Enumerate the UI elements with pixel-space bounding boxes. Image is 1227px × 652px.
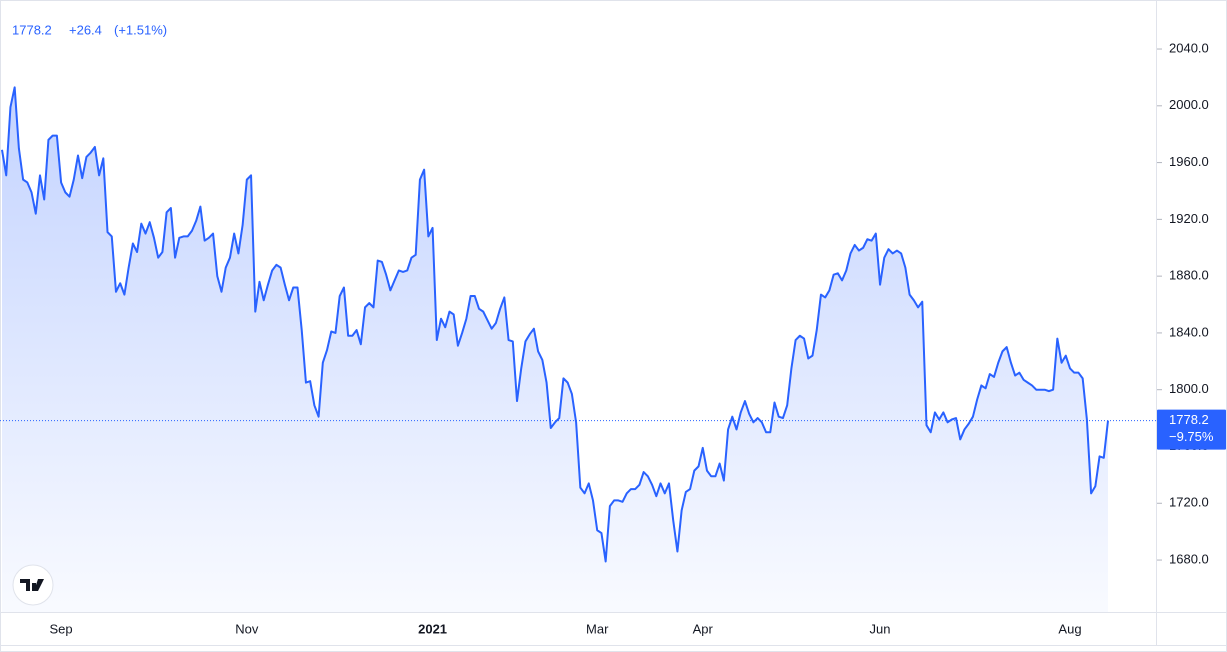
y-tick-label: 1720.0 <box>1169 495 1209 510</box>
legend-change-pct: (+1.51%) <box>114 22 167 37</box>
logo <box>12 564 54 606</box>
x-tick-label: Nov <box>235 621 259 636</box>
x-tick-label: Aug <box>1058 621 1081 636</box>
price-line <box>1 86 1109 563</box>
y-tick-label: 2040.0 <box>1169 40 1209 55</box>
legend-price: 1778.2 <box>12 22 52 37</box>
y-tick-label: 1920.0 <box>1169 211 1209 226</box>
last-price-label: 1778.2 <box>1169 412 1209 427</box>
y-tick-label: 1800.0 <box>1169 381 1209 396</box>
x-tick-label: 2021 <box>418 621 447 636</box>
y-tick-label: 1880.0 <box>1169 268 1209 283</box>
area-fill <box>2 87 1108 613</box>
y-tick-label: 1680.0 <box>1169 551 1209 566</box>
x-tick-label: Apr <box>693 621 714 636</box>
last-price-box <box>1157 409 1226 450</box>
x-tick-label: Mar <box>586 621 609 636</box>
legend-change: +26.4 <box>69 22 102 37</box>
y-tick-label: 2000.0 <box>1169 97 1209 112</box>
y-tick-label: 1960.0 <box>1169 154 1209 169</box>
x-tick-label: Sep <box>50 621 73 636</box>
x-tick-label: Jun <box>870 621 891 636</box>
plot-area <box>0 86 1157 613</box>
axes: 1680.01720.01760.01800.01840.01880.01920… <box>50 40 1226 636</box>
last-price-change: −9.75% <box>1169 429 1214 444</box>
y-tick-label: 1840.0 <box>1169 324 1209 339</box>
